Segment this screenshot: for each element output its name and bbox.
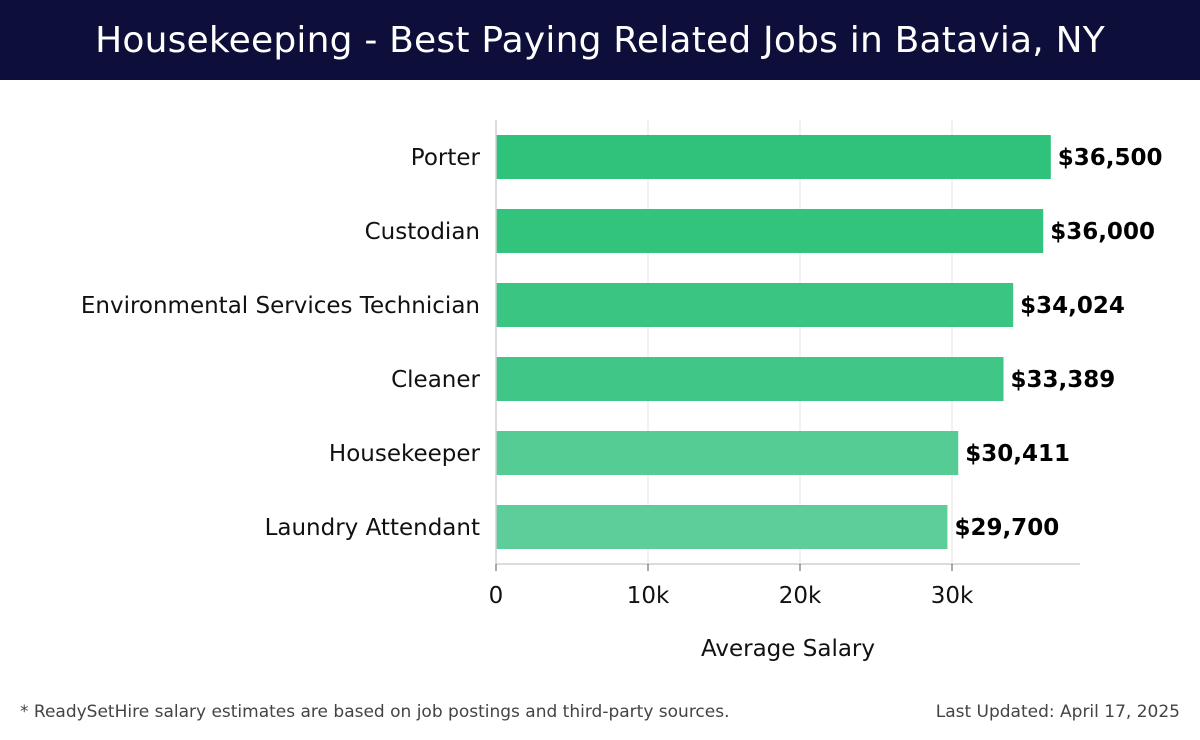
category-label: Laundry Attendant — [265, 515, 480, 541]
x-axis-title: Average Salary — [701, 636, 875, 662]
page-title: Housekeeping - Best Paying Related Jobs … — [95, 19, 1105, 61]
category-label: Cleaner — [391, 367, 480, 393]
header-bar: Housekeeping - Best Paying Related Jobs … — [0, 0, 1200, 80]
data-label: $36,500 — [1058, 145, 1163, 171]
data-label: $30,411 — [965, 441, 1070, 467]
category-label: Porter — [411, 145, 481, 171]
category-label: Custodian — [365, 219, 480, 245]
bar-chart: Porter $36,500 Custodian $36,000 Environment… — [81, 120, 1163, 662]
x-tick-label: 30k — [931, 583, 974, 609]
data-label: $34,024 — [1020, 293, 1125, 319]
x-tick-label: 10k — [627, 583, 670, 609]
data-label: $29,700 — [954, 515, 1059, 541]
bar — [496, 505, 948, 549]
bar — [496, 283, 1014, 327]
x-tick-label: 20k — [779, 583, 822, 609]
bar — [496, 357, 1004, 401]
bar — [496, 209, 1044, 253]
data-label: $36,000 — [1050, 219, 1155, 245]
last-updated: Last Updated: April 17, 2025 — [935, 702, 1180, 722]
x-tick-label: 0 — [489, 583, 504, 609]
data-label: $33,389 — [1011, 367, 1116, 393]
footer-note: * ReadySetHire salary estimates are base… — [20, 702, 730, 722]
category-label: Housekeeper — [329, 441, 481, 467]
bar — [496, 135, 1051, 179]
category-label: Environmental Services Technician — [81, 293, 480, 319]
bar — [496, 431, 959, 475]
